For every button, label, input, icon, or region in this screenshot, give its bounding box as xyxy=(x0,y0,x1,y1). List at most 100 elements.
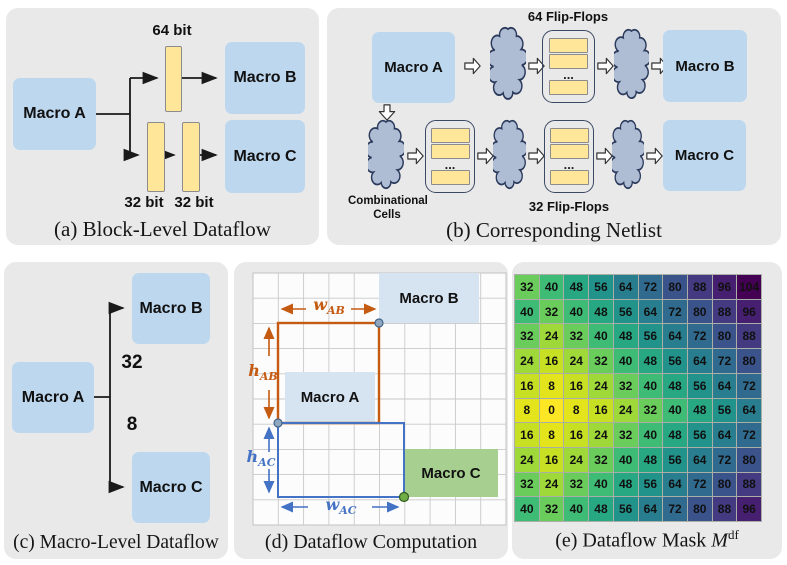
pin-macroC xyxy=(398,491,410,503)
heatmap-cell: 24 xyxy=(515,447,539,472)
heatmap-cell: 88 xyxy=(687,275,712,299)
heatmap-cell: 48 xyxy=(663,373,687,398)
heatmap-cell: 64 xyxy=(613,275,638,299)
macro-c-box: Macro C xyxy=(225,120,305,193)
heatmap-cell: 88 xyxy=(712,497,737,521)
open-arrow-right-icon xyxy=(528,147,545,165)
flipflop-cell xyxy=(549,128,589,143)
heatmap-cell: 24 xyxy=(539,324,564,349)
register-32bit-first xyxy=(147,122,165,192)
edge-weight-ab: 32 xyxy=(121,352,143,373)
w-ab-base: w xyxy=(313,295,327,314)
heatmap-cell: 56 xyxy=(589,275,613,299)
heatmap-cell: 48 xyxy=(613,472,638,497)
heatmap-cell: 16 xyxy=(564,423,589,447)
heatmap-cell: 64 xyxy=(712,373,737,398)
macro-a-label: Macro A xyxy=(21,388,85,406)
heatmap-cell: 40 xyxy=(515,299,539,324)
heatmap-cell: 24 xyxy=(515,349,539,373)
panel-d-grid-svg xyxy=(252,272,507,526)
heatmap-cell: 56 xyxy=(638,472,663,497)
flipflop-group: ... xyxy=(425,120,475,193)
panel-e-caption-superscript: df xyxy=(727,527,739,543)
macro-b-label: Macro B xyxy=(379,273,479,323)
macro-c-label: Macro C xyxy=(674,147,735,164)
macro-a-box: Macro A xyxy=(13,78,96,150)
macro-a-label: Macro A xyxy=(285,372,375,423)
register-64bit-label: 64 bit xyxy=(152,22,192,39)
heatmap-cell: 104 xyxy=(737,275,761,299)
macro-b-box xyxy=(379,273,479,323)
ellipsis-label: ... xyxy=(563,67,574,82)
macro-b-box: Macro B xyxy=(225,42,305,114)
heatmap-cell: 72 xyxy=(737,373,761,398)
heatmap-cell: 56 xyxy=(687,373,712,398)
heatmap-cell: 72 xyxy=(663,299,687,324)
heatmap-cell: 16 xyxy=(515,423,539,447)
heatmap-cell: 72 xyxy=(712,447,737,472)
heatmap-cell: 56 xyxy=(613,497,638,521)
heatmap-cell: 40 xyxy=(613,447,638,472)
flipflop-cell xyxy=(430,144,470,159)
heatmap-cell: 56 xyxy=(663,349,687,373)
heatmap-cell: 32 xyxy=(539,299,564,324)
panel-a-caption: (a) Block-Level Dataflow xyxy=(54,217,271,241)
bbox-ac-rect xyxy=(277,422,405,498)
macro-c-label: Macro C xyxy=(404,449,498,497)
combinational-cloud-icon xyxy=(614,28,649,99)
heatmap-cell: 72 xyxy=(712,349,737,373)
heatmap-cell: 64 xyxy=(687,349,712,373)
heatmap-cell: 72 xyxy=(737,423,761,447)
heatmap-cell: 56 xyxy=(663,447,687,472)
heatmap-cell: 24 xyxy=(564,349,589,373)
macro-a-label: Macro A xyxy=(384,59,443,76)
w-ab-sub: AB xyxy=(326,304,345,318)
heatmap-cell: 48 xyxy=(589,497,613,521)
heatmap-cell: 80 xyxy=(663,275,687,299)
open-arrow-down-icon xyxy=(378,104,396,121)
pin-macroB xyxy=(374,318,384,328)
heatmap-cell: 96 xyxy=(712,275,737,299)
heatmap-cell: 64 xyxy=(663,324,687,349)
heatmap-cell: 16 xyxy=(564,373,589,398)
heatmap-cell: 8 xyxy=(539,373,564,398)
macro-c-box xyxy=(404,449,498,497)
heatmap-cell: 32 xyxy=(515,324,539,349)
panel-c-caption: (c) Macro-Level Dataflow xyxy=(13,532,219,553)
heatmap-cell: 56 xyxy=(687,423,712,447)
flipflop-32-label: 32 Flip-Flops xyxy=(528,199,610,214)
macro-c-label: Macro C xyxy=(233,147,297,165)
panel-b-corresponding-netlist: Macro A ... 64 Flip-Flops Macro B xyxy=(327,8,781,245)
heatmap-cell: 32 xyxy=(589,447,613,472)
combinational-cloud-icon xyxy=(368,119,404,190)
flipflop-cell xyxy=(549,144,589,159)
heatmap-cell: 32 xyxy=(515,472,539,497)
heatmap-cell: 40 xyxy=(638,373,663,398)
macro-b-label: Macro B xyxy=(233,69,297,86)
h-ab-label: hAB xyxy=(244,361,282,383)
macro-a-box: Macro A xyxy=(372,32,455,103)
macro-b-label: Macro B xyxy=(675,57,735,75)
heatmap-cell: 40 xyxy=(539,275,564,299)
heatmap-cell: 16 xyxy=(515,373,539,398)
heatmap-cell: 80 xyxy=(712,472,737,497)
panel-d-caption: (d) Dataflow Computation xyxy=(264,531,478,553)
macro-c-label: Macro C xyxy=(139,478,203,496)
register-64bit xyxy=(165,46,182,112)
panel-e-dataflow-mask: 32 40 48 56 64 72 80 88 96 104 40 32 40 48 56 64 72 80 88 9… xyxy=(512,262,782,559)
heatmap-cell: 24 xyxy=(589,423,613,447)
heatmap-cell: 24 xyxy=(589,373,613,398)
heatmap-cell: 32 xyxy=(613,373,638,398)
ellipsis-label: ... xyxy=(444,157,456,172)
heatmap-cell: 8 xyxy=(564,398,589,423)
heatmap-cell: 8 xyxy=(539,423,564,447)
flipflop-cell xyxy=(549,38,588,53)
macro-b-box: Macro B xyxy=(663,30,747,102)
heatmap-cell: 32 xyxy=(564,472,589,497)
heatmap-cell: 40 xyxy=(589,472,613,497)
panel-e-caption-variable: M xyxy=(711,530,728,552)
heatmap-cell: 64 xyxy=(638,497,663,521)
w-ac-label: wAC xyxy=(316,495,366,517)
h-ac-base: h xyxy=(246,447,259,466)
wac-hac-arrows xyxy=(263,426,400,513)
